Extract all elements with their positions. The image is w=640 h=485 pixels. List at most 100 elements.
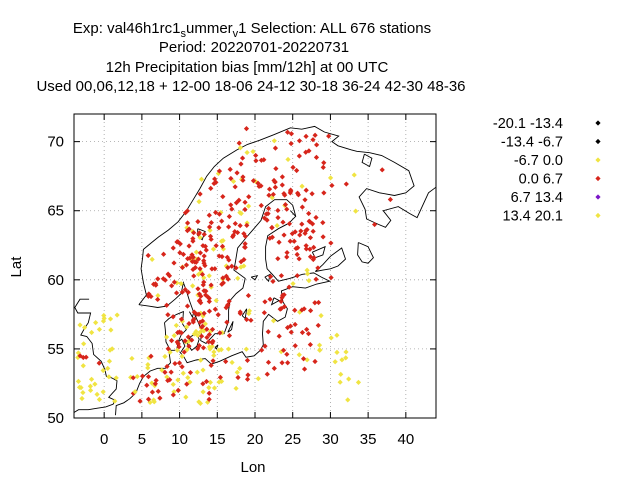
- data-point: [164, 374, 170, 380]
- legend-label: -13.4 -6.7: [501, 135, 563, 151]
- data-point: [195, 346, 201, 352]
- x-tick-label: 10: [171, 431, 188, 448]
- data-point: [303, 246, 309, 252]
- data-point: [184, 303, 191, 309]
- data-point: [180, 370, 186, 376]
- data-point: [284, 206, 290, 212]
- data-point: [244, 149, 250, 156]
- data-point: [313, 276, 319, 282]
- data-point: [148, 353, 154, 359]
- data-point: [96, 396, 103, 403]
- data-point: [172, 360, 178, 367]
- data-point: [242, 199, 248, 205]
- data-point: [171, 389, 177, 395]
- data-point: [191, 309, 197, 315]
- data-point: [211, 352, 217, 359]
- data-point: [328, 240, 334, 246]
- data-point: [185, 375, 191, 381]
- data-point: [197, 250, 203, 256]
- data-point: [265, 329, 271, 335]
- coastline-16: [357, 242, 374, 264]
- data-point: [271, 138, 277, 144]
- data-point: [170, 245, 176, 251]
- data-point: [387, 196, 393, 203]
- axis-ticks: 0 5 10 15 20 25 30 35 40 50 55 60 65 70: [47, 114, 436, 448]
- data-point: [75, 378, 82, 384]
- y-tick-label: 70: [47, 134, 64, 151]
- data-point: [258, 183, 264, 189]
- legend-label: -20.1 -13.4: [493, 116, 563, 132]
- data-point: [281, 190, 287, 197]
- data-point: [177, 250, 183, 256]
- data-point: [82, 324, 88, 331]
- data-point: [155, 296, 161, 303]
- data-point: [153, 377, 159, 384]
- data-point: [186, 343, 192, 349]
- data-point: [210, 358, 216, 364]
- data-point: [299, 307, 305, 313]
- data-point: [178, 316, 185, 322]
- data-point: [306, 210, 312, 217]
- data-point: [328, 335, 334, 341]
- data-point: [262, 299, 268, 305]
- y-axis-label: Lat: [8, 256, 25, 278]
- data-point: [275, 215, 281, 221]
- data-point: [171, 333, 177, 339]
- data-point: [174, 280, 180, 286]
- data-point: [228, 175, 234, 182]
- data-point: [211, 385, 218, 391]
- data-point: [201, 275, 207, 281]
- data-point: [206, 396, 212, 402]
- coastline-2: [138, 199, 297, 344]
- data-point: [272, 145, 279, 151]
- data-point: [192, 265, 198, 271]
- data-point: [230, 232, 237, 238]
- data-point: [114, 312, 120, 318]
- data-point: [242, 244, 248, 250]
- data-point: [262, 343, 268, 349]
- data-point: [183, 324, 190, 330]
- data-point: [157, 395, 163, 401]
- data-point: [96, 360, 102, 366]
- data-point: [179, 264, 186, 271]
- data-point: [189, 252, 195, 258]
- data-point: [152, 383, 158, 389]
- title-line-variable: 12h Precipitation bias [mm/12h] at 00 UT…: [106, 59, 389, 76]
- data-point: [179, 289, 185, 295]
- data-point: [225, 346, 232, 352]
- data-point: [226, 213, 232, 220]
- data-point: [226, 298, 232, 304]
- data-point: [232, 220, 238, 227]
- data-point: [80, 389, 86, 396]
- data-point: [187, 369, 194, 376]
- data-point: [206, 212, 212, 218]
- data-point: [217, 330, 223, 336]
- data-point: [242, 206, 248, 213]
- data-point: [269, 234, 275, 240]
- legend-marker: [595, 138, 601, 145]
- data-point: [134, 373, 140, 380]
- data-point: [313, 214, 319, 221]
- data-point: [216, 225, 222, 231]
- data-point: [96, 326, 103, 333]
- data-point: [205, 294, 211, 300]
- data-point: [206, 308, 213, 314]
- data-point: [100, 318, 107, 324]
- data-point: [200, 367, 206, 373]
- data-point: [290, 281, 296, 287]
- data-point: [292, 343, 298, 349]
- data-point: [197, 400, 203, 406]
- legend-marker: [595, 175, 601, 182]
- x-tick-label: 5: [138, 431, 146, 448]
- data-point: [332, 359, 338, 365]
- data-point: [128, 374, 134, 380]
- data-point: [200, 313, 206, 319]
- data-point: [196, 199, 202, 205]
- data-point: [278, 298, 284, 304]
- data-point: [199, 333, 205, 339]
- data-point: [179, 353, 185, 359]
- data-point: [321, 160, 327, 166]
- data-point: [112, 398, 118, 404]
- data-point: [248, 317, 254, 323]
